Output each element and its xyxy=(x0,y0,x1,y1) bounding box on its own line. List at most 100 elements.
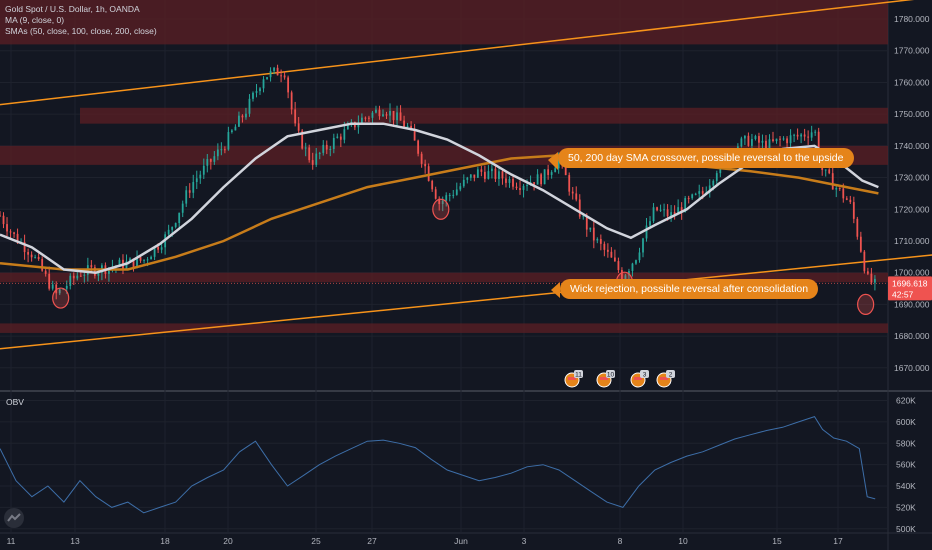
candle-body xyxy=(413,129,416,141)
candle-body xyxy=(48,273,51,289)
candle-body xyxy=(343,129,346,140)
candle-body xyxy=(480,169,483,172)
price-tick-label: 1740.000 xyxy=(894,141,930,151)
tradingview-logo-icon[interactable] xyxy=(4,508,24,528)
candle-body xyxy=(751,139,753,146)
candle-body xyxy=(859,236,862,252)
sma200-line xyxy=(0,154,879,271)
obv-tick-label: 600K xyxy=(896,417,916,427)
candle-body xyxy=(23,242,26,253)
candle-body xyxy=(599,238,602,244)
candle-body xyxy=(508,178,511,183)
candle-body xyxy=(540,174,543,185)
candle-body xyxy=(547,169,550,175)
candle-body xyxy=(339,136,342,140)
highlight-circle xyxy=(857,293,875,315)
candle-body xyxy=(779,138,781,140)
event-marker[interactable]: 11 xyxy=(564,370,583,388)
candle-body xyxy=(747,135,750,146)
candle-body xyxy=(772,139,774,142)
price-tick-label: 1770.000 xyxy=(894,46,930,56)
candle-body xyxy=(775,138,778,142)
candle-body xyxy=(715,173,718,181)
candle-body xyxy=(455,189,458,195)
candle-body xyxy=(487,171,490,179)
candle-body xyxy=(72,275,75,279)
candle-body xyxy=(589,227,592,230)
candle-body xyxy=(315,153,318,165)
price-tick-label: 1720.000 xyxy=(894,204,930,214)
candle-body xyxy=(765,140,767,151)
candle-body xyxy=(41,259,44,271)
price-tick-label: 1700.000 xyxy=(894,268,930,278)
price-badge-value: 1696.618 xyxy=(892,278,928,288)
event-marker[interactable]: 10 xyxy=(596,370,615,388)
candle-body xyxy=(231,130,233,133)
candle-body xyxy=(368,117,370,119)
candle-body xyxy=(192,182,195,193)
trendline xyxy=(0,0,915,106)
event-count: 11 xyxy=(575,372,582,379)
candle-body xyxy=(786,138,788,144)
candle-body xyxy=(311,160,314,165)
highlight-circle xyxy=(52,287,70,309)
candle-body xyxy=(27,252,30,255)
candle-body xyxy=(287,77,290,93)
candle-body xyxy=(361,117,363,124)
candle-body xyxy=(234,126,237,131)
candle-body xyxy=(79,275,82,277)
candle-body xyxy=(610,251,613,258)
candle-body xyxy=(568,175,571,192)
candle-body xyxy=(761,140,764,143)
candle-body xyxy=(403,120,405,127)
candle-body xyxy=(613,257,616,262)
price-tick-label: 1690.000 xyxy=(894,299,930,309)
candle-body xyxy=(37,256,40,260)
candle-body xyxy=(501,171,504,179)
candle-body xyxy=(606,249,609,252)
candle-body xyxy=(656,207,658,211)
wick-annotation[interactable]: Wick rejection, possible reversal after … xyxy=(560,279,819,299)
candle-body xyxy=(768,139,771,151)
candle-body xyxy=(199,174,202,179)
candle-body xyxy=(473,174,476,178)
candle-body xyxy=(505,178,507,183)
event-marker[interactable]: 3 xyxy=(630,370,649,388)
candle-body xyxy=(800,134,803,137)
candle-body xyxy=(687,198,690,200)
candle-body xyxy=(708,185,711,193)
candle-body xyxy=(782,138,785,140)
candle-body xyxy=(223,149,226,151)
candle-body xyxy=(280,75,282,77)
candle-body xyxy=(202,165,205,175)
candle-body xyxy=(375,109,377,113)
candle-body xyxy=(701,191,704,194)
candle-body xyxy=(459,186,462,190)
candle-body xyxy=(638,252,641,261)
price-tick-label: 1750.000 xyxy=(894,109,930,119)
candle-body xyxy=(824,169,827,171)
crossover-annotation[interactable]: 50, 200 day SMA crossover, possible reve… xyxy=(558,148,854,168)
candle-body xyxy=(76,275,79,279)
candle-body xyxy=(550,172,553,175)
candle-body xyxy=(227,132,230,150)
time-tick-label: 8 xyxy=(618,536,623,546)
candle-body xyxy=(6,224,8,232)
candle-body xyxy=(698,191,701,194)
candle-body xyxy=(245,113,247,118)
candle-body xyxy=(803,134,806,137)
candle-body xyxy=(378,109,381,117)
candle-body xyxy=(157,246,160,250)
candle-body xyxy=(856,218,859,237)
candle-body xyxy=(817,131,820,156)
candle-body xyxy=(533,182,535,185)
candle-body xyxy=(754,136,757,140)
candle-body xyxy=(526,185,528,187)
event-marker[interactable]: 2 xyxy=(656,370,675,388)
event-count: 10 xyxy=(607,372,615,379)
chart-legend: Gold Spot / U.S. Dollar, 1h, OANDA MA (9… xyxy=(5,4,157,37)
candle-body xyxy=(828,169,831,174)
candle-body xyxy=(793,134,795,136)
candle-body xyxy=(838,187,841,189)
